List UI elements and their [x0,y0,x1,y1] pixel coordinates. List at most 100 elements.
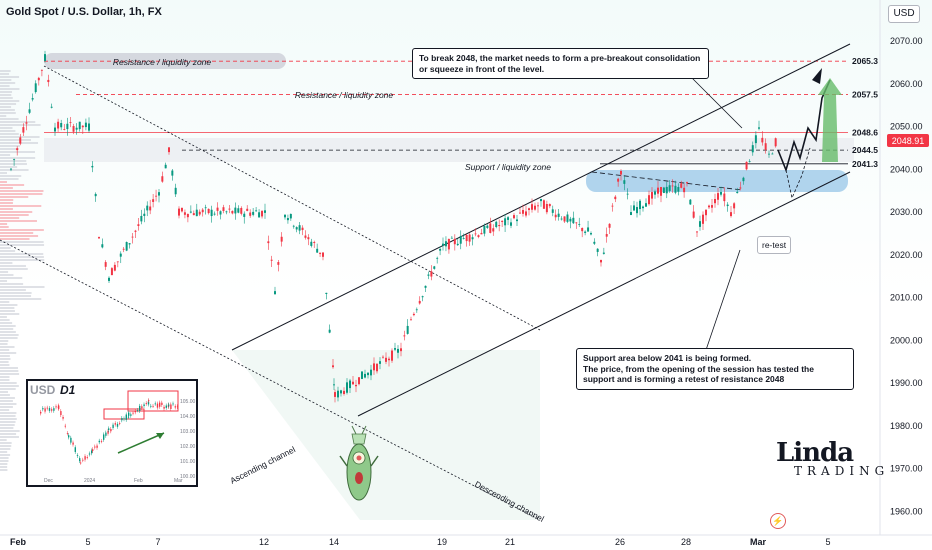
inset-candle-body [172,403,174,405]
candle-body [313,242,316,243]
candle-body [91,165,94,168]
candle-body [645,203,647,207]
inset-price-tick: 103.00 [180,429,196,435]
current-price-label: 2048.91 [892,136,925,146]
inset-price-tick: 105.00 [180,399,196,405]
candle-body [180,207,183,212]
candle-body [243,213,246,217]
candle-body [433,266,436,269]
candle-body [774,138,777,147]
volume-bar [0,442,12,444]
candle-body [560,218,563,220]
level-labels: 2065.3 2057.5 2048.6 2044.5 2041.3 [852,56,878,169]
candle-body [110,268,113,276]
candle-body [668,185,671,191]
candle-body [626,193,629,195]
candle-body [486,225,489,228]
volume-bar [0,409,10,411]
candle-body [81,125,84,128]
time-tick: 5 [825,537,830,547]
volume-bar [0,358,11,360]
candle-body [158,192,160,196]
candle-body [477,235,480,237]
lightning-icon[interactable]: ⚡ [770,513,786,529]
candle-body [620,171,622,175]
candle-body [489,223,492,233]
candle-body [480,232,483,235]
inset-trend-arrow [156,433,164,439]
candle-body [692,211,695,218]
candle-body [171,170,174,176]
projection-path [777,79,831,173]
inset-candle-body [168,404,170,406]
candle-body [557,213,560,217]
candle-body [373,363,375,371]
inset-candle-body [62,416,64,419]
inset-candle-body [94,446,96,448]
candle-body [183,212,186,215]
time-tick: Feb [10,537,27,547]
volume-bar [0,259,45,261]
candle-body [391,350,393,361]
candle-body [572,217,575,224]
support-zone-label: Support / liquidity zone [465,162,551,172]
brand-logo: Linda TRADING [776,438,889,478]
time-axis[interactable]: Feb 5 7 12 14 19 21 26 28 Mar 5 [10,537,831,547]
candle-body [204,207,207,209]
inset-candle-body [96,445,98,448]
candle-body [134,230,137,232]
volume-bar [0,274,14,276]
volume-bar [0,94,12,96]
candle-body [310,241,313,246]
inset-candle-body [110,429,112,432]
inset-candle-body [103,434,105,440]
descending-channel-fill [232,350,540,520]
volume-bar [0,280,8,282]
volume-bar [0,421,16,423]
candle-body [22,127,25,133]
inset-time-tick: 2024 [84,478,95,484]
volume-bar [0,190,44,192]
inset-candle-body [165,405,167,408]
inset-candle-body [60,411,62,416]
candle-body [671,185,674,187]
inset-candle-body [72,442,74,445]
candle-body [748,161,751,163]
candle-body [665,186,668,194]
note-pointer-top [689,75,743,129]
volume-bar [0,154,11,156]
volume-bar [0,130,16,132]
candle-body [507,217,510,220]
candle-body [122,248,125,250]
inset-candle-body [150,405,152,407]
candle-body [246,208,249,211]
volume-bar [0,262,13,264]
price-axis[interactable]: 2070.00 2060.00 2050.00 2040.00 2030.00 2020.… [890,36,923,516]
inset-candle-body [46,407,48,409]
volume-bar [0,406,13,408]
candle-body [754,135,757,144]
price-tick: 2070.00 [890,36,923,46]
candle-body [352,381,354,385]
volume-bar [0,169,29,171]
candle-body [415,309,418,311]
price-tick: 2060.00 [890,79,923,89]
volume-bar [0,304,18,306]
candle-body [149,206,152,211]
candle-body [642,206,644,209]
inset-candle-body [114,423,116,425]
volume-bar [0,445,12,447]
candle-body [349,380,351,389]
volume-bar [0,193,43,195]
candle-body [424,285,427,288]
candle-body [584,231,587,233]
candle-body [388,358,390,361]
candle-body [198,211,201,215]
candle-body [617,178,620,182]
candle-body [745,161,748,170]
candle-body [519,212,521,214]
currency-button[interactable]: USD [888,5,920,23]
volume-bar [0,391,8,393]
candle-body [286,218,289,221]
